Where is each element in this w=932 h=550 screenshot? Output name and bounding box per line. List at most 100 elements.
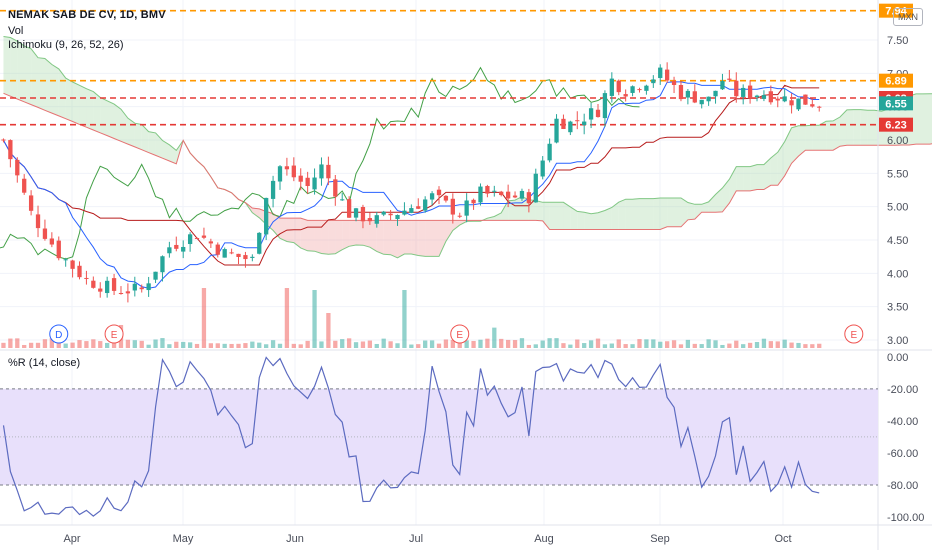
ichimoku-cloud-segment [114,104,121,142]
volume-bar [616,339,621,348]
ichimoku-cloud-segment [79,85,87,128]
volume-bar [346,338,352,348]
candle-body [658,67,663,79]
ichimoku-cloud-segment [300,218,308,251]
ichimoku-cloud-segment [10,37,18,99]
ichimoku-cloud-segment [660,197,668,230]
candle-body [775,98,780,101]
candle-body [423,199,428,211]
ichimoku-cloud-segment [314,220,322,254]
event-marker-icon [49,324,69,344]
volume-bar [561,343,566,348]
ichimoku-cloud-segment [535,200,543,221]
event-marker-icon [450,324,470,344]
candle-body [360,207,366,222]
ichimoku-legend[interactable]: Ichimoku (9, 26, 52, 26) [8,39,124,51]
volume-bar [111,339,117,348]
volume-bar [505,339,511,348]
ichimoku-cloud-segment [17,41,25,102]
volume-bar [381,338,386,348]
volume-bar [243,343,248,348]
candle-body [257,232,262,254]
candle-body [499,191,504,196]
ichimoku-cloud-segment [812,125,820,151]
candle-body [277,166,283,182]
volume-bar [436,343,442,348]
ichimoku-cloud-segment [604,207,612,230]
volume-bar [754,341,760,348]
volume-bar [651,339,656,348]
ichimoku-cloud-segment [293,218,301,248]
candle-body [582,121,587,125]
ichimoku-cloud-segment [722,179,730,212]
volume-bar [340,339,345,348]
volume-bar [741,344,746,348]
volume-bar [105,342,110,348]
price-axis-tick: 5.50 [887,168,908,180]
currency-badge[interactable]: MXN [893,8,923,26]
candle-body [353,208,359,218]
volume-bar [84,341,89,348]
ichimoku-cloud-segment [328,220,336,255]
volume-bar [305,340,310,348]
volume-bar [761,338,767,348]
candle-body [284,166,290,170]
symbol-legend[interactable]: NEMAK SAB DE CV, 1D, BMV [8,9,166,21]
candle-body [450,198,455,215]
candle-body [810,104,815,107]
candle-body [374,215,379,224]
wr-axis-tick: -20.00 [887,384,918,396]
volume-legend[interactable]: Vol [8,25,24,37]
candle-body [174,244,179,249]
volume-bar [664,341,670,348]
volume-bar [547,338,552,348]
volume-bar [367,340,373,348]
williams-r-legend[interactable]: %R (14, close) [8,357,81,369]
volume-bar [63,343,68,348]
price-level-label: 6.23 [885,120,906,132]
volume-bar [464,340,469,348]
ichimoku-cloud-segment [134,123,142,150]
volume-bar [734,340,739,348]
time-axis-tick: Aug [534,533,554,545]
candle-body [561,118,566,129]
time-axis-tick: May [173,533,194,545]
volume-bar [644,339,649,348]
ichimoku-cloud-segment [404,220,412,254]
candle-body [1,139,6,141]
ichimoku-cloud-segment [929,93,932,145]
ichimoku-cloud-segment [694,204,702,220]
ichimoku-cloud-segment [701,201,709,213]
ichimoku-cloud-segment [563,202,571,230]
ichimoku-cloud-segment [439,220,446,257]
volume-bar [533,344,538,348]
volume-bar [623,344,628,348]
volume-bar [796,342,801,348]
ichimoku-cloud-segment [515,196,522,221]
time-axis-tick: Apr [63,533,80,545]
volume-bar [312,290,317,348]
ichimoku-cloud-segment [916,93,923,145]
ichimoku-cloud-segment [846,109,854,146]
candle-body [637,89,642,91]
volume-bar [291,343,296,348]
ichimoku-cloud-segment [770,152,778,186]
volume-bar [402,290,407,348]
volume-bar [817,343,822,348]
candle-body [35,214,41,229]
volume-bar [298,344,303,348]
volume-bar [575,339,580,348]
candle-body [98,288,103,292]
ichimoku-cloud-segment [432,220,439,257]
ichimoku-cloud-segment [750,164,758,191]
candle-body [416,206,421,209]
price-level-label-bg [879,3,913,18]
candle-body [471,199,476,204]
volume-bar [91,339,96,348]
candle-body [720,81,725,90]
event-marker-label: E [850,330,857,341]
volume-bar [588,340,594,348]
ichimoku-cloud-segment [107,100,115,139]
candle-body [63,259,68,261]
